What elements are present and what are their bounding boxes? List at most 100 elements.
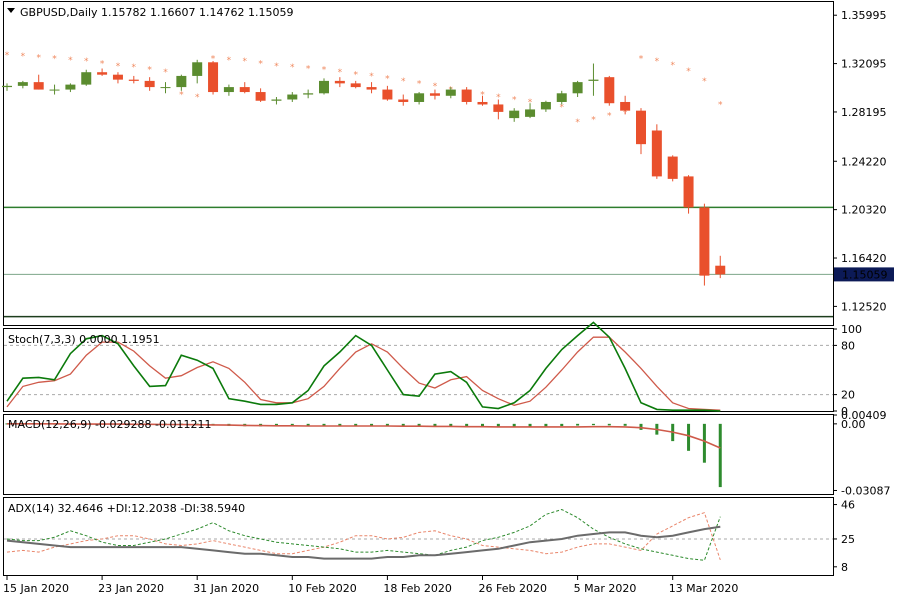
candle-body bbox=[588, 79, 599, 81]
candle-body bbox=[223, 87, 234, 93]
candle-body bbox=[271, 99, 282, 101]
current-price-label: 1.15059 bbox=[842, 268, 888, 281]
sar-dot: * bbox=[147, 66, 152, 76]
macd-pane-frame bbox=[3, 414, 834, 495]
macd-bar bbox=[687, 423, 691, 451]
sar-dot: * bbox=[560, 103, 565, 113]
candle-body bbox=[366, 87, 377, 90]
candle bbox=[65, 83, 76, 93]
sar-dot: * bbox=[353, 71, 358, 81]
candle-body bbox=[683, 176, 694, 208]
macd-bar bbox=[449, 423, 453, 427]
y-tick-label: 1.20320 bbox=[841, 204, 887, 217]
macd-histogram bbox=[5, 423, 722, 488]
macd-title: MACD(12,26,9) -0.029288 -0.011211 bbox=[8, 418, 211, 431]
stoch-levels bbox=[4, 344, 833, 396]
sar-dot: * bbox=[496, 93, 501, 103]
macd-bar bbox=[560, 423, 564, 427]
candle bbox=[160, 82, 171, 94]
candle-body bbox=[382, 89, 393, 100]
macd-bar bbox=[385, 423, 389, 426]
candle bbox=[683, 175, 694, 214]
macd-bar bbox=[370, 423, 374, 426]
candle bbox=[223, 84, 234, 96]
sar-dot: * bbox=[718, 100, 723, 110]
y-tick-label: 0.00409 bbox=[841, 409, 887, 422]
macd-bar bbox=[702, 423, 706, 463]
candle-body bbox=[414, 93, 425, 102]
sar-dot: * bbox=[417, 79, 422, 89]
pane-frames bbox=[3, 1, 834, 576]
candle bbox=[588, 63, 599, 96]
sar-dot: * bbox=[591, 115, 596, 125]
x-tick-label: 23 Jan 2020 bbox=[98, 582, 164, 595]
macd-bar bbox=[639, 423, 643, 430]
sar-dot: * bbox=[512, 95, 517, 105]
candle-body bbox=[112, 74, 123, 80]
macd-bar bbox=[401, 423, 405, 427]
y-tick-label: 46 bbox=[841, 499, 855, 512]
sar-dot: * bbox=[68, 56, 73, 66]
plus-di-line bbox=[6, 512, 721, 561]
sar-dot: * bbox=[639, 55, 644, 65]
sar-dot: * bbox=[116, 62, 121, 72]
candle-body bbox=[255, 92, 266, 101]
candle-body bbox=[604, 77, 615, 104]
candle bbox=[350, 80, 361, 89]
sar-dot: * bbox=[211, 55, 216, 65]
adx-y-axis: 46 25 8 bbox=[833, 499, 855, 574]
sar-dot: * bbox=[290, 63, 295, 73]
candle-body bbox=[509, 110, 520, 119]
macd-bar bbox=[623, 423, 627, 426]
sar-dot: * bbox=[401, 77, 406, 87]
candle-body bbox=[620, 101, 631, 111]
candle-body bbox=[208, 62, 219, 93]
x-tick-label: 31 Jan 2020 bbox=[193, 582, 259, 595]
candle-body bbox=[49, 89, 60, 91]
sar-dot: * bbox=[179, 91, 184, 101]
candle-body bbox=[350, 83, 361, 88]
sar-dot: * bbox=[369, 72, 374, 82]
sar-dot: * bbox=[52, 55, 57, 65]
candle bbox=[303, 89, 314, 99]
candle-body bbox=[572, 82, 583, 94]
candle bbox=[556, 90, 567, 105]
stoch-y-axis: 100 80 20 0 bbox=[833, 323, 862, 418]
candle-body bbox=[17, 82, 28, 86]
y-tick-label: 1.28195 bbox=[841, 106, 887, 119]
parabolic-sar: * * * * * * * * * * * * * * * * * * * * * * * * * * * * * * * * * * * * * * * *… bbox=[5, 51, 723, 128]
main-title[interactable]: GBPUSD,Daily 1.15782 1.16607 1.14762 1.1… bbox=[7, 6, 293, 19]
sar-dot: * bbox=[655, 57, 660, 67]
sar-dot: * bbox=[702, 77, 707, 87]
sar-dot: * bbox=[163, 68, 168, 78]
candle-body bbox=[667, 156, 678, 179]
sar-dot: * bbox=[195, 93, 200, 103]
candle-body bbox=[651, 130, 662, 177]
candles bbox=[2, 59, 726, 286]
candle-body bbox=[445, 89, 456, 96]
sar-dot: * bbox=[686, 67, 691, 77]
sar-dot: * bbox=[21, 52, 26, 62]
menu-triangle-icon[interactable] bbox=[7, 8, 15, 13]
stoch-signal-line bbox=[6, 336, 721, 411]
candle bbox=[144, 77, 155, 91]
candle bbox=[81, 69, 92, 86]
candle bbox=[461, 87, 472, 105]
candle bbox=[287, 92, 298, 102]
sar-dot: * bbox=[274, 62, 279, 72]
candle-body bbox=[33, 82, 44, 90]
y-tick-label: 1.32095 bbox=[841, 58, 887, 71]
candle bbox=[572, 80, 583, 98]
candle bbox=[509, 108, 520, 122]
x-axis: 15 Jan 2020 23 Jan 2020 31 Jan 2020 10 Feb … bbox=[3, 576, 738, 595]
candle-body bbox=[477, 101, 488, 105]
candle bbox=[429, 89, 440, 100]
candle-body bbox=[540, 101, 551, 110]
macd-bar bbox=[433, 423, 437, 427]
current-price-label-bg bbox=[834, 267, 894, 282]
candle bbox=[208, 61, 219, 95]
macd-bar bbox=[417, 423, 421, 427]
candle-body bbox=[128, 79, 139, 81]
